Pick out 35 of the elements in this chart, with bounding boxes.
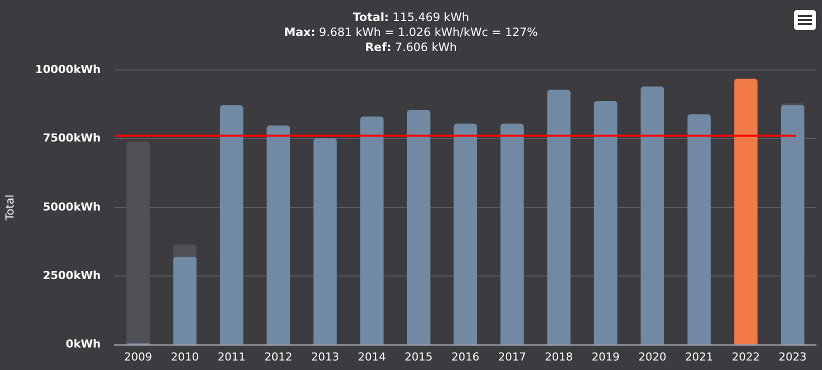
- x-tick-label: 2016: [451, 350, 480, 364]
- bar: [454, 124, 478, 344]
- x-tick-label: 2015: [404, 350, 433, 364]
- x-tick-label: 2017: [498, 350, 526, 364]
- chart-subtitle: Max: 9.681 kWh = 1.026 kWh/kWc = 127% Ref: 7.606 kWh: [283, 25, 539, 55]
- bar: [547, 90, 571, 344]
- bar: [313, 138, 337, 344]
- x-tick-label: 2019: [592, 350, 620, 364]
- y-tick-label: 10000kWh: [35, 62, 101, 76]
- bar: [360, 116, 384, 344]
- y-axis-title: Total: [3, 194, 16, 222]
- x-tick-label: 2011: [218, 350, 246, 364]
- bar: [734, 78, 758, 344]
- bar: [687, 114, 711, 344]
- x-tick-label: 2013: [311, 350, 340, 364]
- bar: [266, 126, 290, 344]
- x-tick-label: 2021: [685, 350, 714, 364]
- bar: [406, 110, 430, 344]
- y-tick-label: 2500kWh: [42, 268, 101, 282]
- bar: [640, 86, 664, 344]
- x-tick-label: 2023: [778, 350, 807, 364]
- bar: [500, 124, 524, 344]
- x-tick-label: 2020: [638, 350, 666, 364]
- x-tick-label: 2022: [732, 350, 760, 364]
- x-tick-label: 2009: [124, 350, 152, 364]
- x-tick-label: 2018: [544, 350, 573, 364]
- x-tick-label: 2014: [358, 350, 386, 364]
- y-tick-label: 0kWh: [66, 338, 101, 351]
- y-tick-label: 5000kWh: [42, 200, 101, 214]
- y-tick-label: 7500kWh: [42, 132, 101, 145]
- bar: [594, 101, 618, 344]
- bar: [220, 105, 244, 344]
- x-tick-label: 2012: [264, 350, 292, 364]
- x-tick-label: 2010: [170, 350, 199, 364]
- chart-title: Total: 115.469 kWh: [352, 10, 470, 25]
